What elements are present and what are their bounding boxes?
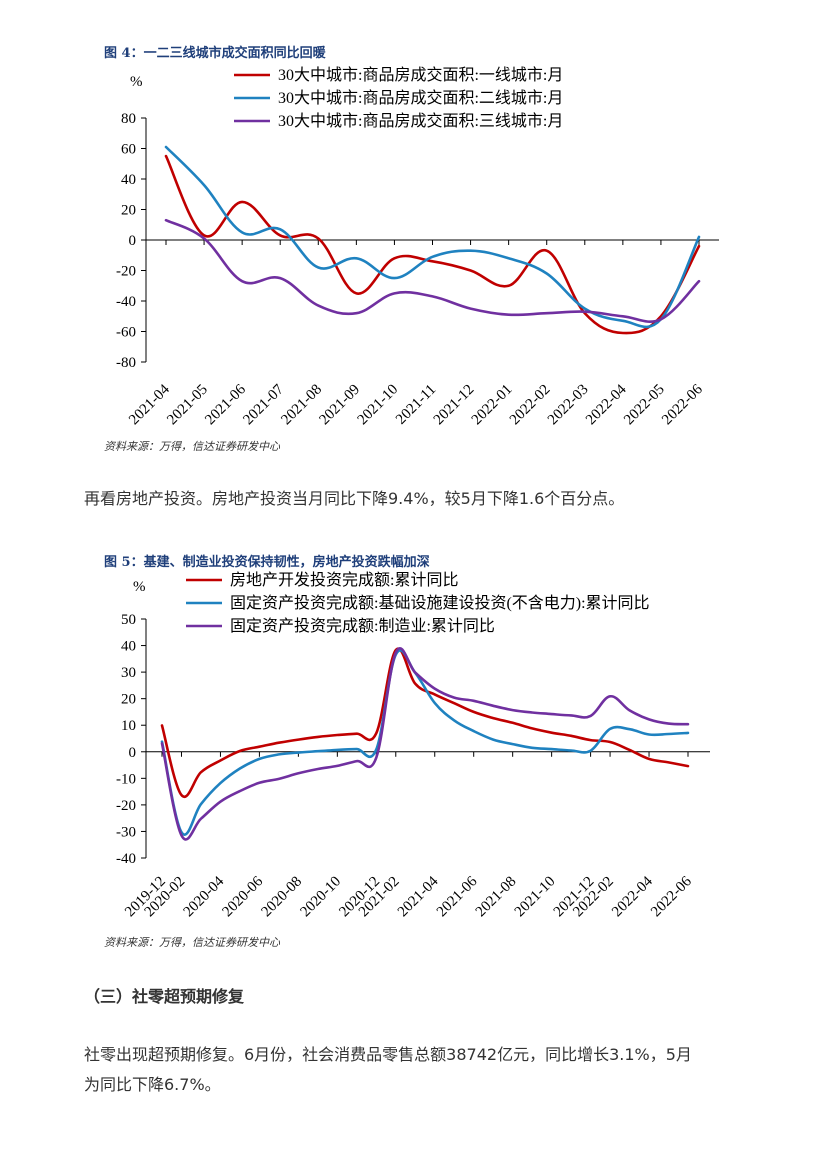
figure-4-title: 图 4：一二三线城市成交面积同比回暖	[104, 46, 326, 61]
x-tick-label: 2022-05	[621, 382, 668, 429]
x-tick-label: 2020-06	[220, 873, 267, 920]
x-tick-label: 2022-04	[583, 381, 630, 428]
y-tick-label: -20	[116, 264, 136, 280]
x-tick-label: 2021-09	[317, 382, 364, 429]
y-tick-label: -40	[116, 294, 136, 310]
paragraph-real-estate: 再看房地产投资。房地产投资当月同比下降9.4%，较5月下降1.6个百分点。	[84, 489, 625, 508]
y-tick-label: 40	[121, 172, 136, 188]
x-tick-label: 2021-08	[473, 874, 520, 921]
y-tick-label: 0	[129, 745, 137, 761]
y-tick-label: 0	[129, 233, 137, 249]
x-tick-label: 2021-12	[431, 382, 478, 429]
x-tick-label: 2021-10	[355, 382, 402, 429]
figure-4-source: 资料来源：万得，信达证券研发中心	[104, 440, 280, 453]
paragraph-retail-line2: 为同比下降6.7%。	[84, 1075, 221, 1094]
series-line-3	[164, 218, 701, 323]
series-line-1	[164, 154, 701, 335]
x-tick-label: 2020-08	[259, 874, 306, 921]
series-line-3	[160, 647, 690, 841]
y-tick-label: 20	[121, 692, 136, 708]
x-tick-label: 2022-06	[659, 381, 706, 428]
x-tick-label: 2021-06	[434, 873, 481, 920]
x-tick-label: 2021-07	[240, 381, 287, 428]
x-tick-label: 2021-08	[278, 382, 325, 429]
series-line-2	[164, 145, 701, 329]
y-axis-unit: %	[130, 74, 143, 90]
x-tick-label: 2022-02	[507, 382, 554, 429]
x-tick-label: 2022-06	[648, 873, 695, 920]
section-heading-retail: （三）社零超预期修复	[84, 987, 245, 1006]
paragraph-retail-line1: 社零出现超预期修复。6月份，社会消费品零售总额38742亿元，同比增长3.1%，…	[84, 1045, 692, 1064]
y-tick-label: 20	[121, 203, 136, 219]
x-tick-label: 2021-11	[393, 382, 439, 428]
y-tick-label: 60	[121, 142, 136, 158]
figure-5-chart: % 房地产开发投资完成额:累计同比固定资产投资完成额:基础设施建设投资(不含电力)…	[116, 571, 710, 921]
y-tick-label: 50	[121, 612, 136, 628]
y-tick-label: 80	[121, 111, 136, 127]
y-tick-label: -10	[116, 771, 136, 787]
y-tick-label: 40	[121, 639, 136, 655]
legend-label-1: 30大中城市:商品房成交面积:一线城市:月	[278, 66, 563, 84]
x-tick-label: 2021-06	[202, 381, 249, 428]
y-tick-label: -20	[116, 798, 136, 814]
y-tick-label: -80	[116, 355, 136, 371]
y-tick-label: -40	[116, 851, 136, 867]
x-tick-label: 2021-04	[395, 873, 442, 920]
x-tick-label: 2022-03	[545, 382, 592, 429]
legend-label-3: 固定资产投资完成额:制造业:累计同比	[230, 617, 495, 635]
x-tick-label: 2021-04	[126, 381, 173, 428]
figure-5-source: 资料来源：万得，信达证券研发中心	[104, 936, 280, 949]
y-axis-unit: %	[133, 579, 146, 595]
legend-label-3: 30大中城市:商品房成交面积:三线城市:月	[278, 112, 563, 130]
y-tick-label: 30	[121, 665, 136, 681]
x-tick-label: 2020-10	[297, 874, 344, 921]
y-tick-label: -60	[116, 325, 136, 341]
series-line-2	[160, 649, 690, 836]
legend-label-2: 30大中城市:商品房成交面积:二线城市:月	[278, 89, 563, 107]
x-tick-label: 2022-04	[609, 873, 656, 920]
y-tick-label: 10	[121, 718, 136, 734]
x-tick-label: 2022-01	[469, 382, 516, 429]
figure-5-title: 图 5：基建、制造业投资保持韧性，房地产投资跌幅加深	[104, 555, 430, 570]
figure-4-chart: % 30大中城市:商品房成交面积:一线城市:月 30大中城市:商品房成交面积:二线城…	[116, 66, 719, 429]
series-line-1	[160, 647, 690, 799]
x-tick-label: 2020-04	[181, 873, 228, 920]
x-tick-label: 2021-05	[164, 382, 211, 429]
legend-label-2: 固定资产投资完成额:基础设施建设投资(不含电力):累计同比	[230, 594, 650, 612]
x-tick-label: 2021-10	[512, 874, 559, 921]
legend-label-1: 房地产开发投资完成额:累计同比	[230, 571, 458, 589]
y-tick-label: -30	[116, 824, 136, 840]
